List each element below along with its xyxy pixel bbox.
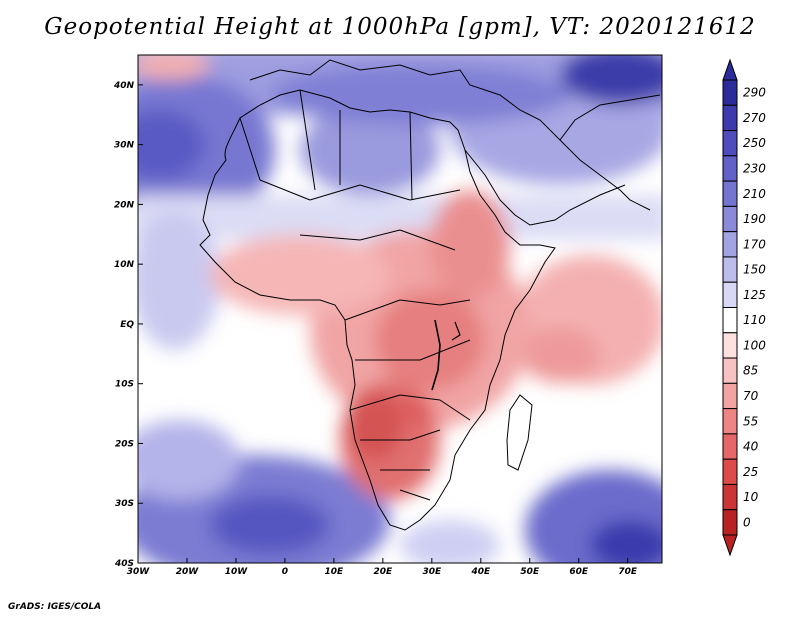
colorbar-swatch <box>722 256 738 283</box>
x-tick-label: 30E <box>422 567 442 577</box>
grads-credit: GrADS: IGES/COLA <box>8 602 102 612</box>
colorbar-label: 210 <box>743 187 766 201</box>
colorbar-swatch <box>722 433 738 460</box>
colorbar-swatch <box>722 357 738 384</box>
colorbar-swatch <box>722 205 738 233</box>
y-tick-label: 30S <box>115 499 134 509</box>
colorbar-swatch <box>722 307 738 334</box>
x-tick-label: 10W <box>225 567 249 577</box>
colorbar-label: 270 <box>743 111 766 125</box>
colorbar-swatch <box>722 155 738 182</box>
y-tick-label: 30N <box>114 141 135 151</box>
colorbar-label: 10 <box>743 490 759 504</box>
x-tick-label: 20E <box>374 567 394 577</box>
colorbar-label: 190 <box>743 212 766 226</box>
colorbar-label: 55 <box>743 414 758 428</box>
x-tick-label: 60E <box>569 567 589 577</box>
colorbar-label: 0 <box>743 515 751 529</box>
y-tick-label: 40N <box>113 81 135 91</box>
colorbar-swatch <box>722 483 738 511</box>
chart-title: Geopotential Height at 1000hPa [gpm], VT… <box>44 14 756 40</box>
y-tick-label: EQ <box>120 320 134 330</box>
x-tick-label: 20W <box>176 567 200 577</box>
colorbar-label: 85 <box>743 364 758 378</box>
colorbar-label: 70 <box>743 389 759 403</box>
map-frame <box>137 54 663 564</box>
y-tick-label: 20N <box>114 200 135 210</box>
x-tick-label: 30W <box>127 567 151 577</box>
colorbar-label: 25 <box>743 465 758 479</box>
y-tick-label: 10S <box>115 380 134 390</box>
colorbar-label: 150 <box>743 263 766 277</box>
coastlines <box>199 59 661 531</box>
y-tick-label: 40S <box>114 559 134 569</box>
colorbar-swatch <box>722 79 738 106</box>
x-tick-label: 50E <box>520 567 540 577</box>
colorbar-label: 110 <box>743 313 766 327</box>
y-tick-label: 10N <box>114 260 135 270</box>
x-tick-label: 10E <box>325 567 345 577</box>
colorbar-swatch <box>722 332 738 359</box>
colorbar-swatch <box>722 458 738 485</box>
colorbar-max-triangle <box>722 58 738 81</box>
colorbar-swatch <box>722 281 738 309</box>
x-tick-label: 40E <box>470 567 491 577</box>
colorbar-label: 40 <box>743 440 759 454</box>
colorbar-min-triangle <box>722 534 738 557</box>
x-tick-label: 70E <box>618 567 638 577</box>
colorbar-swatch <box>722 231 738 258</box>
colorbar-label: 100 <box>743 338 766 352</box>
colorbar-label: 290 <box>743 86 766 100</box>
colorbar-label: 125 <box>743 288 766 302</box>
colorbar-swatch <box>722 509 738 536</box>
colorbar-swatch <box>722 382 738 410</box>
colorbar-label: 170 <box>743 237 766 251</box>
colorbar-label: 230 <box>743 161 766 175</box>
colorbar-swatch <box>722 180 738 207</box>
x-tick-label: 0 <box>282 567 288 577</box>
colorbar-swatch <box>722 104 738 132</box>
colorbar-label: 250 <box>743 136 766 150</box>
colorbar-swatch <box>722 408 738 435</box>
y-tick-label: 20S <box>115 439 134 449</box>
colorbar-swatch <box>722 130 738 157</box>
height-field <box>138 55 662 563</box>
